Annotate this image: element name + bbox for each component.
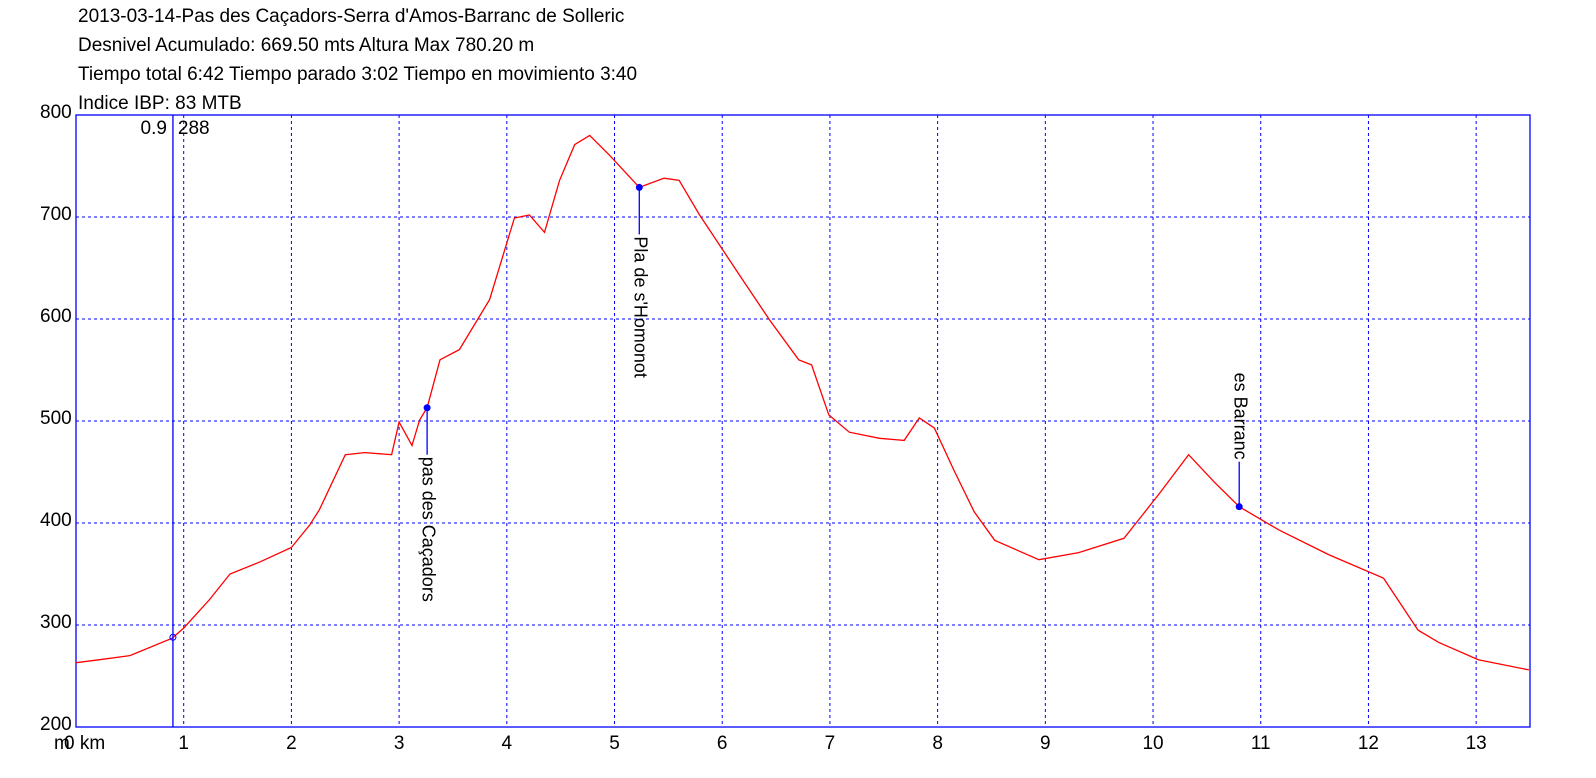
title-line: Indice IBP: 83 MTB [78, 93, 242, 114]
x-tick-label: 2 [286, 733, 297, 754]
title-line: Tiempo total 6:42 Tiempo parado 3:02 Tie… [78, 64, 637, 85]
waypoint-label: Pla de s'Homonot [631, 236, 651, 378]
x-tick-label: 11 [1251, 733, 1271, 754]
waypoint-label: pas des Caçadors [418, 457, 438, 602]
x-tick-label: 12 [1358, 733, 1379, 754]
y-tick-label: 800 [40, 102, 72, 123]
y-tick-label: 600 [40, 306, 72, 327]
waypoint-label: es Barranc [1230, 373, 1250, 460]
plot-frame [75, 114, 1531, 728]
x-tick-label: 7 [825, 733, 836, 754]
x-tick-label: 10 [1142, 733, 1163, 754]
cursor-point [169, 633, 177, 641]
y-tick-label: 400 [40, 510, 72, 531]
y-tick-label: 700 [40, 204, 72, 225]
x-tick-label: 5 [609, 733, 620, 754]
elevation-line [75, 134, 1530, 671]
waypoint-marker [635, 183, 643, 191]
y-axis-label: m [54, 733, 70, 754]
cursor-x-label: 0.9 [141, 118, 167, 139]
x-tick-label: 6 [717, 733, 728, 754]
title-line: Desnivel Acumulado: 669.50 mts Altura Ma… [78, 35, 534, 56]
x-tick-label: 4 [502, 733, 513, 754]
y-tick-label: 300 [40, 612, 72, 633]
cursor-y-label: 288 [178, 118, 210, 139]
x-tick-label: 3 [394, 733, 405, 754]
title-line: 2013-03-14-Pas des Caçadors-Serra d'Amos… [78, 6, 624, 27]
x-tick-label: 13 [1466, 733, 1487, 754]
waypoint-marker [1235, 503, 1243, 511]
waypoint-marker [423, 404, 431, 412]
x-tick-label: 0 km [64, 733, 105, 754]
y-tick-label: 200 [40, 714, 72, 735]
x-tick-label: 9 [1040, 733, 1051, 754]
x-tick-label: 8 [932, 733, 943, 754]
x-tick-label: 1 [178, 733, 189, 754]
y-tick-label: 500 [40, 408, 72, 429]
